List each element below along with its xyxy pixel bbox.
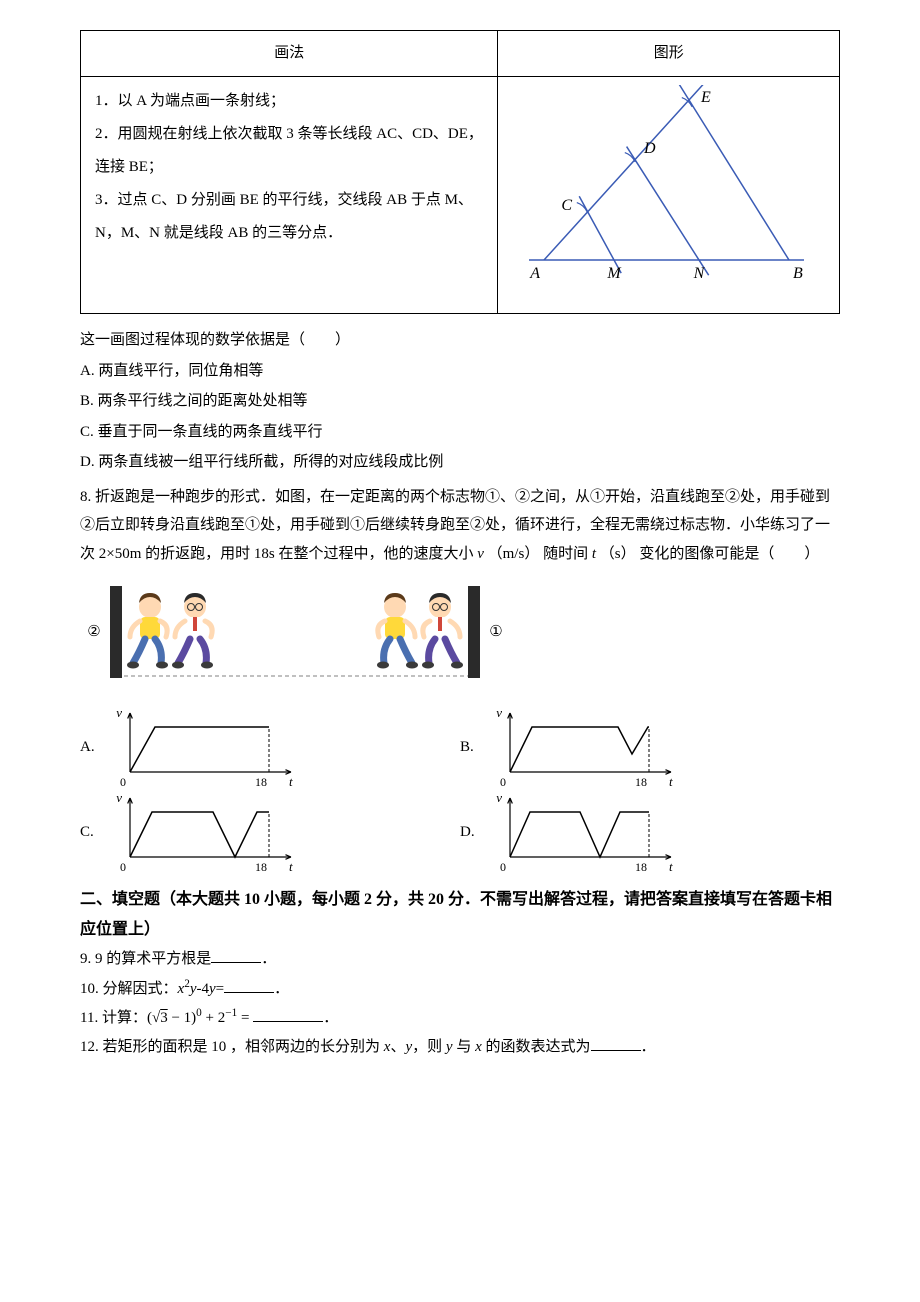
q8-var-v: v: [477, 546, 484, 562]
q10-pre: 10. 分解因式：: [80, 981, 178, 997]
q9-text: 9. 9 的算术平方根是: [80, 951, 211, 967]
q8-options-row-1: A. v t 0 18 B. v t 0 18: [80, 705, 840, 790]
q7-table: 画法 图形 1．以 A 为端点画一条射线； 2．用圆规在射线上依次截取 3 条等…: [80, 30, 840, 314]
q10-expr: x2y-4y=: [178, 981, 225, 997]
geometry-figure: A M N B C D E: [524, 85, 814, 295]
q12-tail: ．: [641, 1039, 656, 1055]
svg-text:①: ①: [489, 624, 502, 640]
q11: 11. 计算：(√3 − 1)0 + 2−1 = ．: [80, 1003, 840, 1033]
svg-text:C: C: [561, 197, 572, 214]
svg-text:v: v: [116, 705, 122, 720]
svg-text:M: M: [606, 265, 622, 282]
q8-opt-a-label: A.: [80, 733, 100, 762]
q12: 12. 若矩形的面积是 10 ，相邻两边的长分别为 x、y，则 y 与 x 的函…: [80, 1033, 840, 1062]
svg-text:0: 0: [500, 860, 506, 874]
q12-pre: 12. 若矩形的面积是 10 ，相邻两边的长分别为: [80, 1039, 384, 1055]
q9: 9. 9 的算术平方根是 ．: [80, 945, 840, 974]
table-header-figure: 图形: [498, 31, 840, 77]
svg-text:v: v: [496, 790, 502, 805]
svg-text:t: t: [289, 774, 293, 789]
table-figure-cell: A M N B C D E: [498, 76, 840, 314]
svg-text:v: v: [116, 790, 122, 805]
graph-b: v t 0 18: [488, 705, 683, 790]
q10-tail: ．: [274, 981, 289, 997]
svg-text:0: 0: [120, 860, 126, 874]
svg-text:N: N: [692, 265, 705, 282]
q8-option-c-cell: C. v t 0 18: [80, 790, 460, 875]
svg-text:18: 18: [255, 775, 267, 789]
section-2-title: 二、填空题（本大题共 10 小题，每小题 2 分，共 20 分．不需写出解答过程…: [80, 885, 840, 946]
q12-blank: [591, 1035, 641, 1051]
q7-option-a: A. 两直线平行，同位角相等: [80, 357, 840, 386]
graph-a: v t 0 18: [108, 705, 303, 790]
q7-option-d: D. 两条直线被一组平行线所截，所得的对应线段成比例: [80, 448, 840, 477]
q8-option-a-cell: A. v t 0 18: [80, 705, 460, 790]
q11-blank: [253, 1006, 323, 1022]
q12-x2: x: [475, 1039, 482, 1055]
q8-text-2: 随时间: [543, 546, 592, 562]
q10: 10. 分解因式：x2y-4y= ．: [80, 974, 840, 1004]
q8-option-b-cell: B. v t 0 18: [460, 705, 840, 790]
step-2: 2．用圆规在射线上依次截取 3 条等长线段 AC、CD、DE，连接 BE；: [95, 118, 483, 184]
q8-unit-t: （s）: [600, 546, 636, 562]
q8-var-t: t: [592, 546, 596, 562]
svg-text:t: t: [289, 859, 293, 874]
svg-text:0: 0: [120, 775, 126, 789]
graph-c: v t 0 18: [108, 790, 303, 875]
q11-tail: ．: [323, 1010, 338, 1026]
q8-options-row-2: C. v t 0 18 D. v t 0 18: [80, 790, 840, 875]
svg-text:②: ②: [87, 624, 100, 640]
q7-prompt: 这一画图过程体现的数学依据是（ ）: [80, 326, 840, 355]
q8-text-3: 变化的图像可能是（ ）: [639, 546, 819, 562]
q12-mid: 、: [390, 1039, 405, 1055]
svg-text:v: v: [496, 705, 502, 720]
table-header-method: 画法: [81, 31, 498, 77]
run-svg: ②①: [80, 576, 510, 686]
q9-tail: ．: [261, 951, 276, 967]
svg-text:B: B: [793, 265, 803, 282]
q8-opt-c-label: C.: [80, 818, 100, 847]
q11-expr: (√3 − 1)0 + 2−1 =: [147, 1010, 253, 1026]
q7-option-b: B. 两条平行线之间的距离处处相等: [80, 387, 840, 416]
svg-text:t: t: [669, 859, 673, 874]
q8-run-figure: ②①: [80, 576, 840, 697]
svg-text:18: 18: [255, 860, 267, 874]
svg-text:t: t: [669, 774, 673, 789]
q10-blank: [224, 977, 274, 993]
q7-option-c: C. 垂直于同一条直线的两条直线平行: [80, 418, 840, 447]
step-3: 3．过点 C、D 分别画 BE 的平行线，交线段 AB 于点 M、N，M、N 就…: [95, 184, 483, 250]
q12-after: ，则: [412, 1039, 446, 1055]
svg-text:D: D: [643, 140, 656, 157]
svg-text:0: 0: [500, 775, 506, 789]
svg-text:18: 18: [635, 775, 647, 789]
table-method-cell: 1．以 A 为端点画一条射线； 2．用圆规在射线上依次截取 3 条等长线段 AC…: [81, 76, 498, 314]
q9-blank: [211, 947, 261, 963]
q8-text: 8. 折返跑是一种跑步的形式．如图，在一定距离的两个标志物①、②之间，从①开始，…: [80, 483, 840, 569]
step-1: 1．以 A 为端点画一条射线；: [95, 85, 483, 118]
svg-text:A: A: [529, 265, 540, 282]
q12-with: 与: [453, 1039, 476, 1055]
q8-unit-v: （m/s）: [488, 546, 540, 562]
graph-d: v t 0 18: [488, 790, 683, 875]
q8-opt-b-label: B.: [460, 733, 480, 762]
svg-text:E: E: [700, 89, 711, 106]
q8-option-d-cell: D. v t 0 18: [460, 790, 840, 875]
q8-opt-d-label: D.: [460, 818, 480, 847]
q12-y2: y: [446, 1039, 453, 1055]
q12-rel: 的函数表达式为: [482, 1039, 591, 1055]
svg-text:18: 18: [635, 860, 647, 874]
q11-pre: 11. 计算：: [80, 1010, 147, 1026]
